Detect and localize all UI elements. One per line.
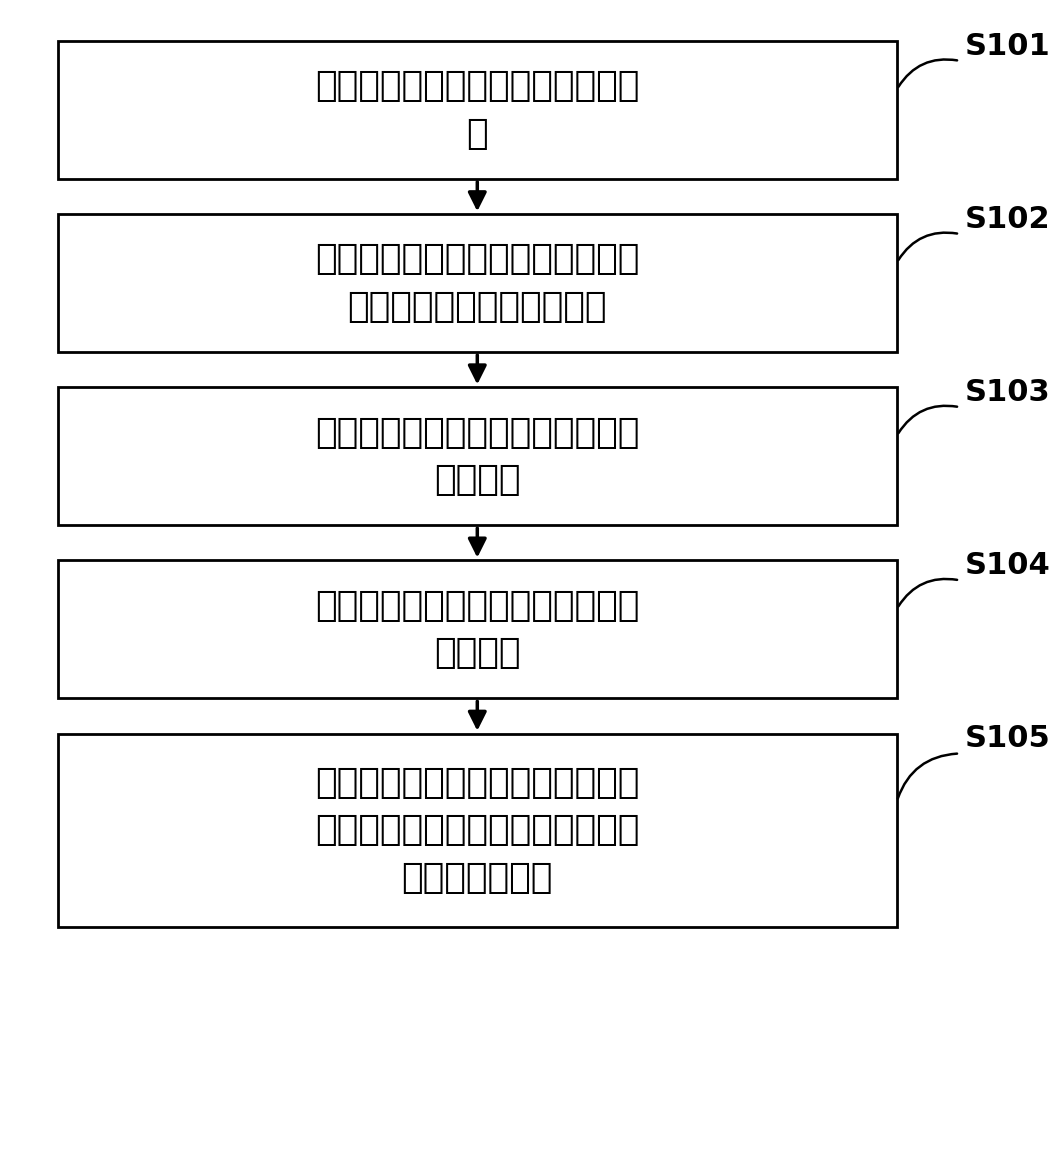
- Text: 根据负荷需求偏差调节制冷系统的
运行参数: 根据负荷需求偏差调节制冷系统的 运行参数: [315, 415, 640, 497]
- Bar: [58, 387, 897, 525]
- Bar: [58, 41, 897, 179]
- Text: S102: S102: [965, 205, 1049, 234]
- Text: 根据回风温度与目标温度继续调节
运行参数，以满足未来预设时段后
场内的负荷需求: 根据回风温度与目标温度继续调节 运行参数，以满足未来预设时段后 场内的负荷需求: [315, 765, 640, 895]
- Bar: [58, 214, 897, 352]
- Text: S101: S101: [965, 32, 1049, 61]
- Bar: [58, 734, 897, 927]
- Bar: [58, 560, 897, 698]
- Text: 根据负荷需求确定预设时段后与当
前时刻场内的负荷需求偏差: 根据负荷需求确定预设时段后与当 前时刻场内的负荷需求偏差: [315, 242, 640, 324]
- Text: S104: S104: [965, 551, 1049, 580]
- Text: S103: S103: [965, 378, 1049, 407]
- Text: S105: S105: [965, 724, 1049, 753]
- Text: 确定调节运行参数后的制冷系统的
回风温度: 确定调节运行参数后的制冷系统的 回风温度: [315, 589, 640, 670]
- Text: 预估未来预设时段后场内的负荷需
求: 预估未来预设时段后场内的负荷需 求: [315, 69, 640, 151]
